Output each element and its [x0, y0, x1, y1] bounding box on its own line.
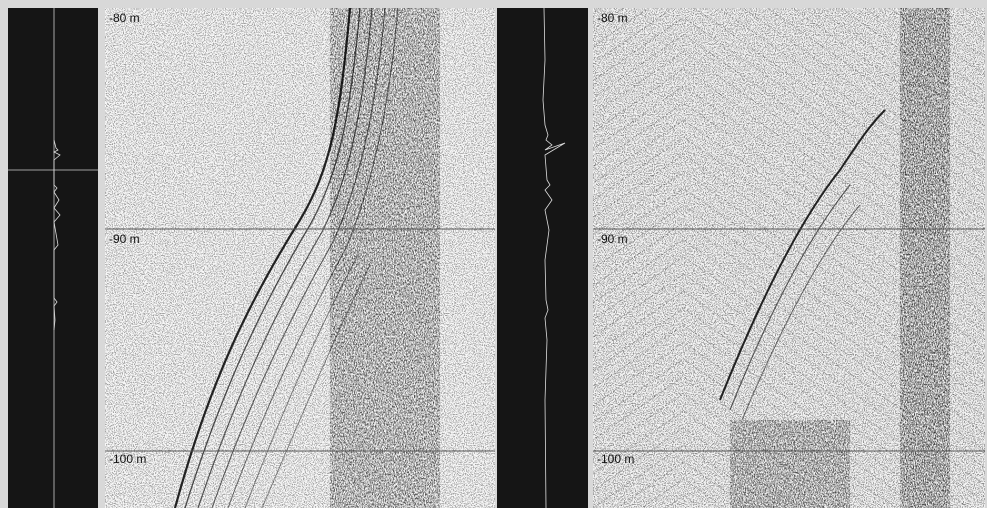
seismic-image: [105, 8, 495, 508]
depth-label: -80 m: [597, 11, 628, 25]
depth-label: -90 m: [597, 232, 628, 246]
depth-label: -100 m: [597, 452, 634, 466]
trace-strip: [497, 8, 588, 508]
depth-label: -100 m: [109, 452, 146, 466]
depth-label: -80 m: [109, 11, 140, 25]
depth-label: -90 m: [109, 232, 140, 246]
trace-strip: [8, 8, 98, 508]
seismic-image: [593, 8, 985, 508]
screen: -80 m -90 m -100 m -80 m -90 m -100 m: [0, 0, 987, 508]
page: -80 m -90 m -100 m -80 m -90 m -100 m ((…: [0, 0, 987, 508]
